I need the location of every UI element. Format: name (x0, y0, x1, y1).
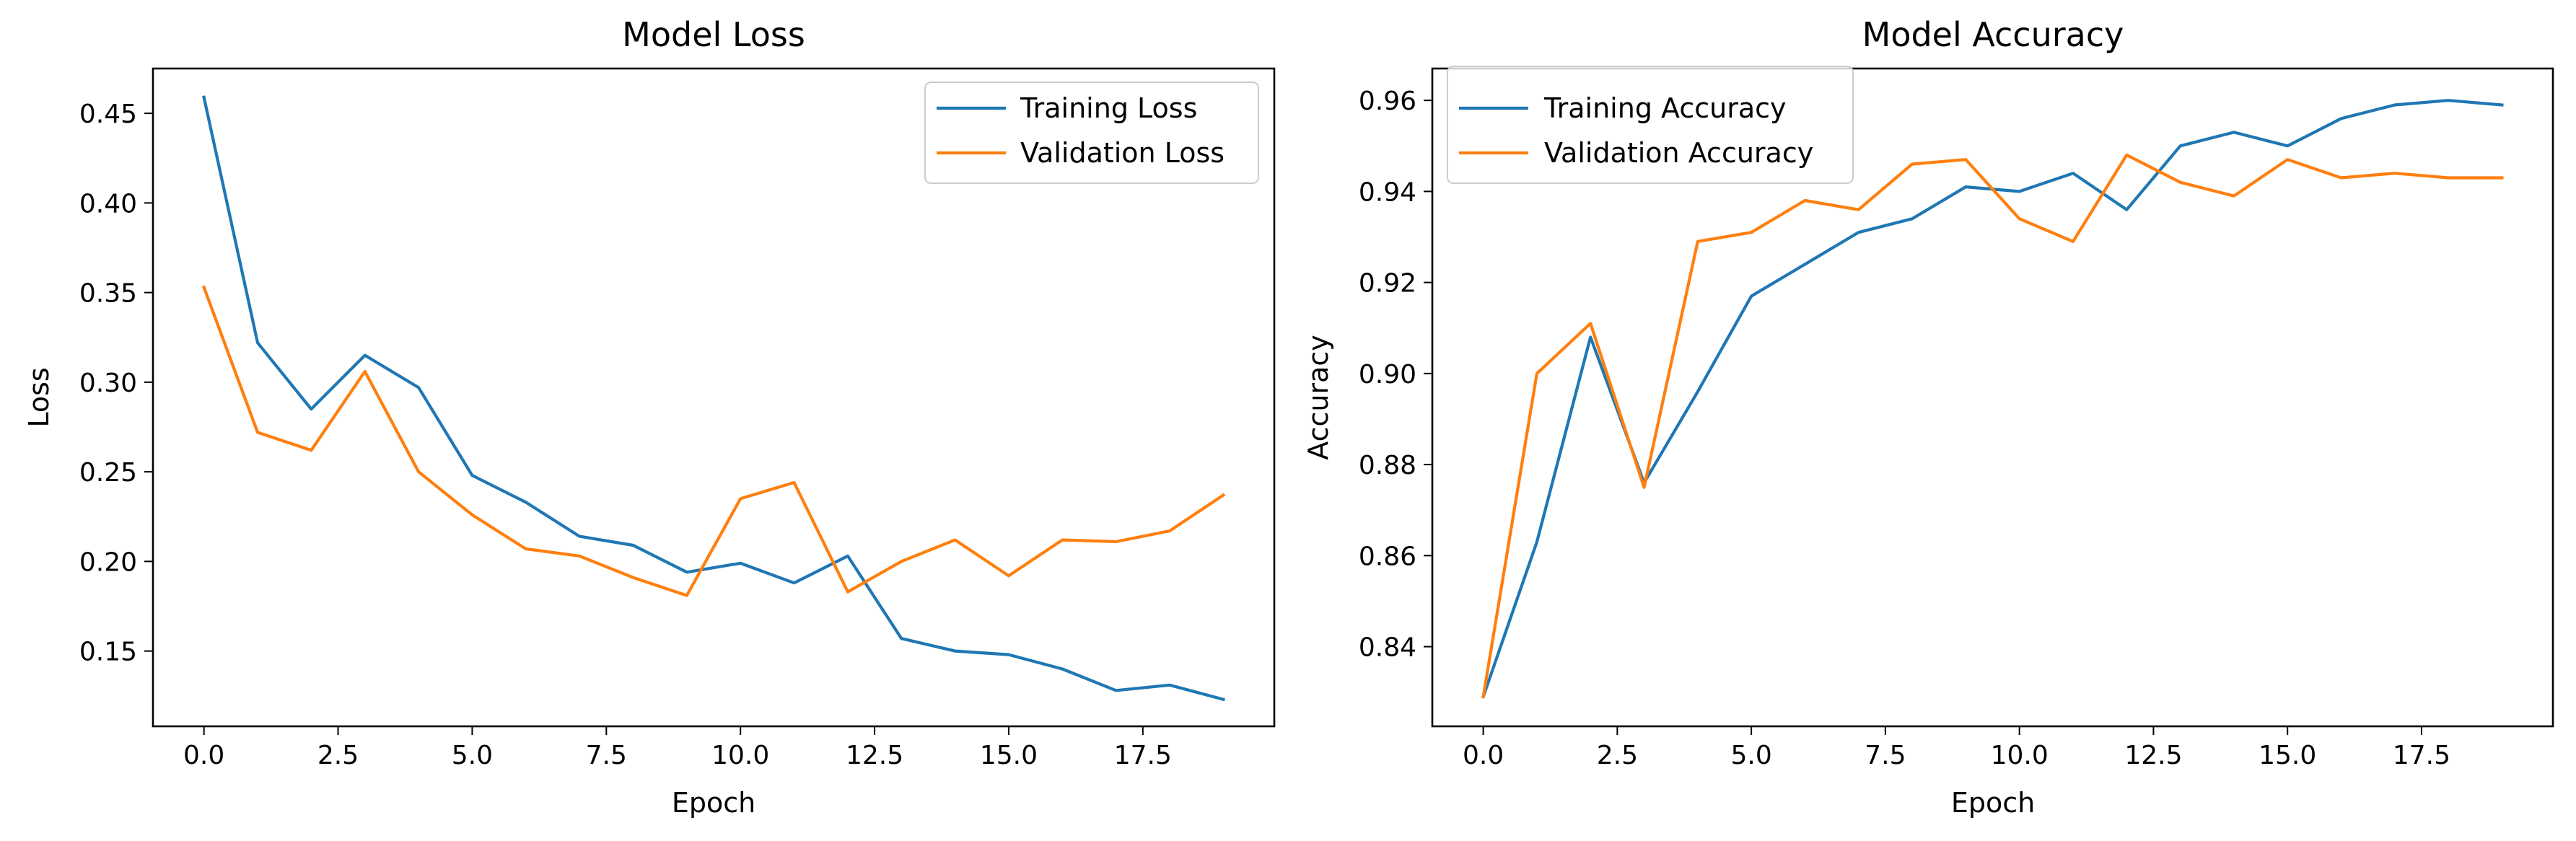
accuracy-x-tick-label: 0.0 (1463, 741, 1504, 770)
accuracy-x-tick-label: 12.5 (2124, 741, 2182, 770)
loss-legend-label-validation: Validation Loss (1020, 137, 1225, 169)
loss-y-tick-label: 0.45 (79, 100, 137, 129)
accuracy-legend-box (1447, 66, 1854, 184)
loss-x-axis-label: Epoch (672, 787, 755, 819)
loss-x-tick-label: 15.0 (980, 741, 1038, 770)
loss-x-tick-label: 17.5 (1114, 741, 1172, 770)
loss-y-tick-label: 0.35 (79, 279, 137, 309)
loss-y-tick-label: 0.25 (79, 458, 137, 488)
accuracy-y-tick-label: 0.84 (1359, 633, 1416, 663)
loss-x-tick-label: 2.5 (317, 741, 359, 770)
loss-legend: Training Loss Validation Loss (924, 82, 1259, 184)
accuracy-legend-label-training: Training Accuracy (1543, 92, 1787, 124)
validation-loss-line (201, 285, 1226, 597)
accuracy-y-tick-label: 0.88 (1359, 451, 1416, 480)
accuracy-series-lines (1481, 99, 2504, 699)
loss-y-tick-label: 0.40 (79, 189, 137, 219)
loss-chart-title: Model Loss (622, 15, 805, 54)
accuracy-x-tick-label: 17.5 (2393, 741, 2450, 770)
loss-chart-panel: Model Loss 0.0 2.5 5.0 7.5 10.0 12.5 15.0 17.5 … (23, 15, 1276, 819)
accuracy-y-tick-label: 0.86 (1359, 542, 1416, 571)
loss-legend-label-training: Training Loss (1020, 92, 1197, 124)
accuracy-y-tick-label: 0.94 (1359, 177, 1416, 207)
accuracy-x-axis-label: Epoch (1951, 787, 2035, 819)
loss-plot-frame (152, 67, 1276, 728)
accuracy-x-tick-label: 15.0 (2259, 741, 2316, 770)
accuracy-legend: Training Accuracy Validation Accuracy (1447, 66, 1854, 184)
loss-x-tick-label: 5.0 (452, 741, 493, 770)
accuracy-plot-frame (1431, 67, 2554, 728)
loss-x-tick-label: 10.0 (711, 741, 769, 770)
accuracy-x-tick-label: 7.5 (1865, 741, 1906, 770)
accuracy-y-axis-label: Accuracy (1302, 335, 1334, 460)
accuracy-y-ticks: 0.84 0.86 0.88 0.90 0.92 0.94 0.96 (1359, 87, 1432, 663)
loss-y-tick-label: 0.30 (79, 369, 137, 398)
training-loss-line (202, 95, 1225, 702)
loss-x-tick-label: 12.5 (846, 741, 903, 770)
loss-legend-box (924, 82, 1259, 184)
loss-y-ticks: 0.15 0.20 0.25 0.30 0.35 0.40 0.45 (79, 100, 153, 667)
loss-y-axis-label: Loss (23, 367, 55, 427)
accuracy-x-tick-label: 5.0 (1730, 741, 1771, 770)
validation-accuracy-line (1481, 153, 2504, 699)
accuracy-x-tick-label: 2.5 (1597, 741, 1638, 770)
loss-x-tick-label: 7.5 (586, 741, 627, 770)
loss-series-lines (201, 95, 1226, 702)
accuracy-x-ticks: 0.0 2.5 5.0 7.5 10.0 12.5 15.0 17.5 (1463, 726, 2450, 770)
accuracy-legend-label-validation: Validation Accuracy (1544, 137, 1813, 169)
loss-y-tick-label: 0.15 (79, 638, 137, 667)
accuracy-chart-panel: Model Accuracy 0.0 2.5 5.0 7.5 10.0 12.5 15.0 1… (1302, 15, 2554, 819)
loss-x-tick-label: 0.0 (183, 741, 224, 770)
accuracy-y-tick-label: 0.90 (1359, 360, 1416, 389)
accuracy-chart-title: Model Accuracy (1862, 15, 2124, 54)
loss-y-tick-label: 0.20 (79, 547, 137, 577)
accuracy-x-tick-label: 10.0 (1991, 741, 2049, 770)
loss-x-ticks: 0.0 2.5 5.0 7.5 10.0 12.5 15.0 17.5 (183, 726, 1172, 770)
accuracy-y-tick-label: 0.96 (1359, 87, 1416, 116)
accuracy-y-tick-label: 0.92 (1359, 269, 1416, 299)
